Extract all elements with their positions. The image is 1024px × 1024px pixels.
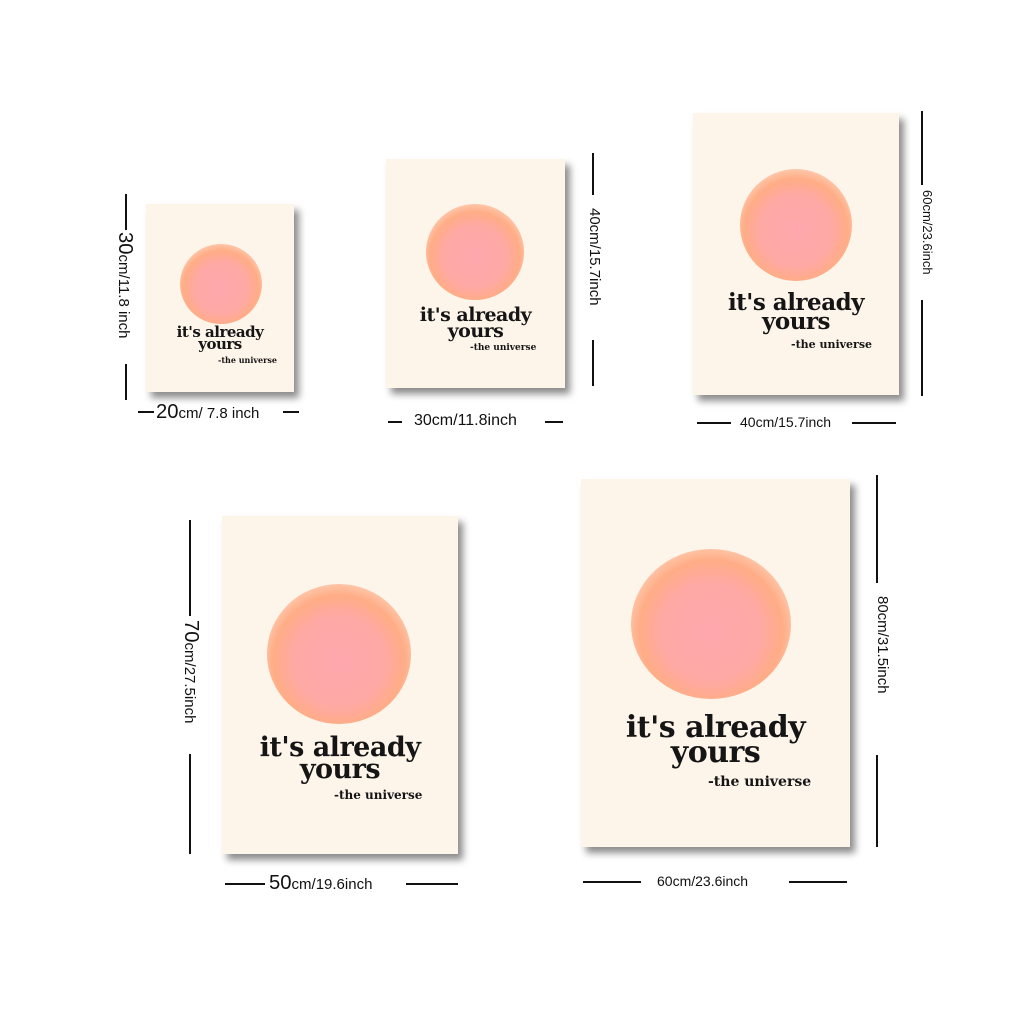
- width-label-40cm: 40cm/15.7inch: [740, 414, 832, 430]
- width-line-left: [225, 883, 265, 885]
- width-line-right: [789, 881, 847, 883]
- height-label-30cm: 30cm/11.8 inch: [114, 232, 136, 339]
- gradient-orb: [740, 169, 852, 281]
- height-label-80cm: 80cm/31.5inch: [874, 596, 891, 694]
- quote-line-1: it's already: [625, 710, 806, 745]
- width-line-left: [583, 881, 641, 883]
- height-line-bottom: [921, 300, 923, 396]
- poster-20x30: it's already yours -the universe: [146, 204, 294, 392]
- height-line-top: [125, 194, 127, 230]
- width-label-50cm: 50cm/19.6inch: [269, 872, 373, 894]
- height-line-bottom: [189, 754, 191, 854]
- poster-quote: it's already yours: [146, 323, 294, 354]
- quote-signature: -the universe: [708, 774, 812, 790]
- height-line-top: [921, 111, 923, 185]
- height-line-top: [189, 520, 191, 616]
- width-line-left: [697, 422, 731, 424]
- width-line-left: [388, 421, 402, 423]
- gradient-orb: [631, 549, 791, 699]
- quote-line-2: yours: [299, 754, 381, 786]
- poster-quote: it's already yours: [693, 289, 899, 335]
- poster-60x80: it's already yours -the universe: [581, 479, 850, 847]
- quote-line-2: yours: [762, 307, 831, 335]
- height-line-bottom: [876, 755, 878, 847]
- height-line-bottom: [592, 340, 594, 386]
- width-line-right: [406, 883, 458, 885]
- poster-40x60: it's already yours -the universe: [693, 113, 899, 395]
- poster-30x40: it's already yours -the universe: [386, 159, 565, 388]
- gradient-orb: [180, 244, 262, 324]
- quote-line-1: it's already: [259, 732, 421, 763]
- poster-quote: it's already yours: [386, 304, 565, 342]
- height-label-40cm: 40cm/15.7inch: [586, 208, 603, 306]
- width-label-60cm: 60cm/23.6inch: [657, 873, 749, 889]
- height-line-top: [876, 475, 878, 583]
- gradient-orb: [267, 584, 411, 724]
- quote-signature: -the universe: [791, 338, 873, 351]
- height-label-60cm: 60cm/23.6inch: [920, 190, 935, 275]
- quote-line-1: it's already: [419, 304, 532, 326]
- quote-signature: -the universe: [218, 355, 277, 365]
- poster-quote: it's already yours: [581, 710, 850, 770]
- height-line-top: [592, 153, 594, 195]
- width-label-30cm: 30cm/11.8inch: [414, 412, 517, 429]
- height-label-70cm: 70cm/27.5inch: [180, 620, 202, 724]
- poster-50x70: it's already yours -the universe: [222, 516, 458, 854]
- quote-line-2: yours: [198, 335, 242, 354]
- height-line-bottom: [125, 364, 127, 400]
- quote-line-1: it's already: [727, 289, 865, 316]
- quote-line-2: yours: [670, 734, 761, 770]
- quote-signature: -the universe: [334, 788, 423, 802]
- quote-line-2: yours: [447, 319, 504, 342]
- width-line-right: [852, 422, 896, 424]
- width-line-right: [545, 421, 563, 423]
- gradient-orb: [426, 204, 524, 300]
- width-line-right: [283, 411, 299, 413]
- poster-quote: it's already yours: [222, 732, 458, 786]
- quote-line-1: it's already: [176, 323, 264, 341]
- width-line-left: [138, 411, 154, 413]
- width-label-20cm: 20cm/ 7.8 inch: [156, 401, 260, 423]
- quote-signature: -the universe: [470, 343, 537, 353]
